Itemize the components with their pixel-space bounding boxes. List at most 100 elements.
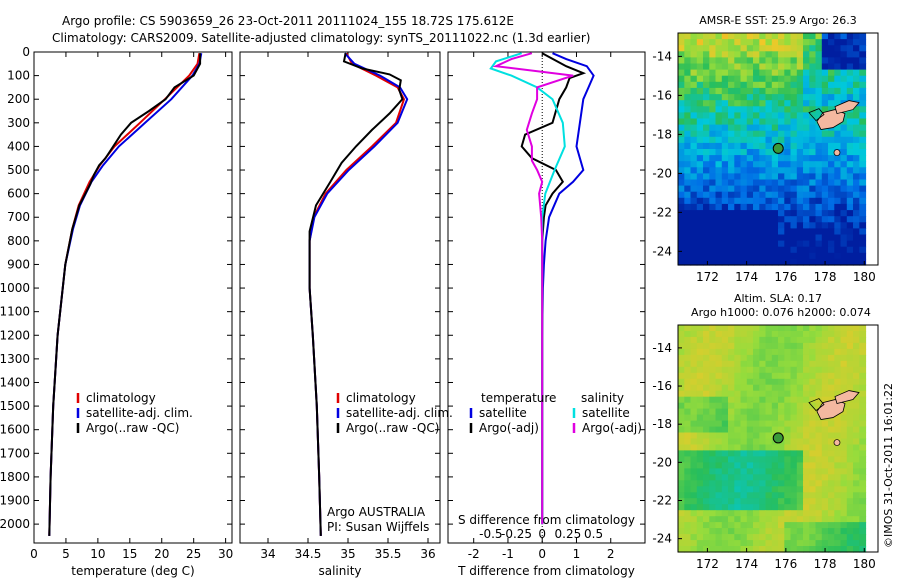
- map-cell: [821, 480, 829, 487]
- map-cell: [771, 360, 779, 368]
- map-cell: [746, 480, 754, 487]
- map-cell: [834, 203, 842, 211]
- map-cell: [759, 33, 767, 40]
- map-cell: [853, 420, 860, 428]
- map-cell: [696, 210, 704, 217]
- map-cell: [796, 486, 804, 493]
- map-cell: [834, 414, 842, 422]
- map-cell: [803, 252, 810, 260]
- map-cell: [709, 173, 717, 181]
- map-cell: [853, 342, 860, 350]
- map-cell: [821, 534, 829, 541]
- map-cell: [771, 462, 779, 469]
- map-cell: [828, 456, 835, 463]
- depth-tick-label: 100: [7, 69, 30, 83]
- map-cell: [690, 222, 698, 229]
- map-cell: [809, 444, 817, 452]
- map-cell: [684, 474, 692, 481]
- map-cell: [771, 124, 779, 132]
- map-cell: [709, 185, 717, 193]
- map-cell: [734, 384, 742, 392]
- map-cell: [796, 161, 804, 168]
- map-cell: [853, 408, 860, 416]
- map-cell: [684, 408, 692, 416]
- map-cell: [803, 94, 810, 101]
- map-cell: [784, 63, 792, 71]
- map-cell: [765, 438, 773, 446]
- map-cell: [740, 402, 748, 410]
- map-cell: [778, 522, 785, 529]
- map-cell: [834, 39, 842, 46]
- map-cell: [740, 87, 748, 95]
- map-cell: [753, 372, 760, 380]
- map-cell: [790, 94, 798, 101]
- temperature-series-line: [48, 53, 202, 536]
- map-cell: [684, 185, 692, 193]
- map-cell: [715, 155, 723, 162]
- map-xtick-label: 174: [735, 557, 758, 571]
- map-cell: [678, 39, 685, 46]
- map-cell: [809, 420, 817, 428]
- map-cell: [759, 372, 767, 380]
- map-cell: [828, 216, 835, 223]
- map-cell: [703, 486, 710, 493]
- map-cell: [765, 57, 773, 65]
- map-cell: [684, 336, 692, 344]
- map-cell: [746, 100, 754, 107]
- map-cell: [765, 522, 773, 529]
- map-cell: [746, 142, 754, 150]
- map-cell: [759, 136, 767, 144]
- map-cell: [771, 33, 779, 40]
- map-cell: [828, 222, 835, 229]
- map-cell: [759, 342, 767, 350]
- map-cell: [778, 87, 785, 95]
- map-cell: [846, 384, 854, 392]
- map-cell: [840, 39, 848, 46]
- map-cell: [784, 438, 792, 446]
- map-cell: [746, 474, 754, 481]
- map-cell: [846, 468, 854, 475]
- map-cell: [696, 258, 704, 266]
- map-cell: [815, 149, 823, 156]
- map-cell: [753, 94, 760, 101]
- map-cell: [740, 124, 748, 132]
- map-cell: [803, 462, 810, 469]
- map-cell: [765, 87, 773, 95]
- map-cell: [740, 336, 748, 344]
- map-cell: [703, 45, 710, 52]
- map-cell: [703, 396, 710, 404]
- map-cell: [696, 203, 704, 211]
- map-cell: [809, 498, 817, 505]
- map-cell: [746, 185, 754, 193]
- map-cell: [784, 522, 792, 529]
- map-cell: [803, 522, 810, 529]
- map-cell: [821, 384, 829, 392]
- map-cell: [740, 63, 748, 71]
- map-cell: [853, 112, 860, 120]
- map-cell: [746, 149, 754, 156]
- map-cell: [828, 179, 835, 187]
- map-cell: [740, 522, 748, 529]
- map-cell: [771, 155, 779, 162]
- map-cell: [778, 540, 785, 547]
- map-cell: [746, 331, 754, 338]
- map-cell: [809, 39, 817, 46]
- map-cell: [840, 348, 848, 356]
- map-cell: [740, 384, 748, 392]
- map-cell: [721, 167, 729, 174]
- map-cell: [853, 456, 860, 463]
- map-cell: [784, 185, 792, 193]
- map-cell: [734, 57, 742, 65]
- map-cell: [765, 173, 773, 181]
- map-cell: [821, 522, 829, 529]
- map-cell: [765, 450, 773, 457]
- map-cell: [703, 216, 710, 223]
- map-cell: [815, 534, 823, 541]
- map-cell: [834, 51, 842, 58]
- map-cell: [703, 348, 710, 356]
- map-cell: [809, 124, 817, 132]
- map-cell: [821, 486, 829, 493]
- map-cell: [678, 173, 685, 181]
- map-cell: [821, 63, 829, 71]
- map-cell: [815, 540, 823, 547]
